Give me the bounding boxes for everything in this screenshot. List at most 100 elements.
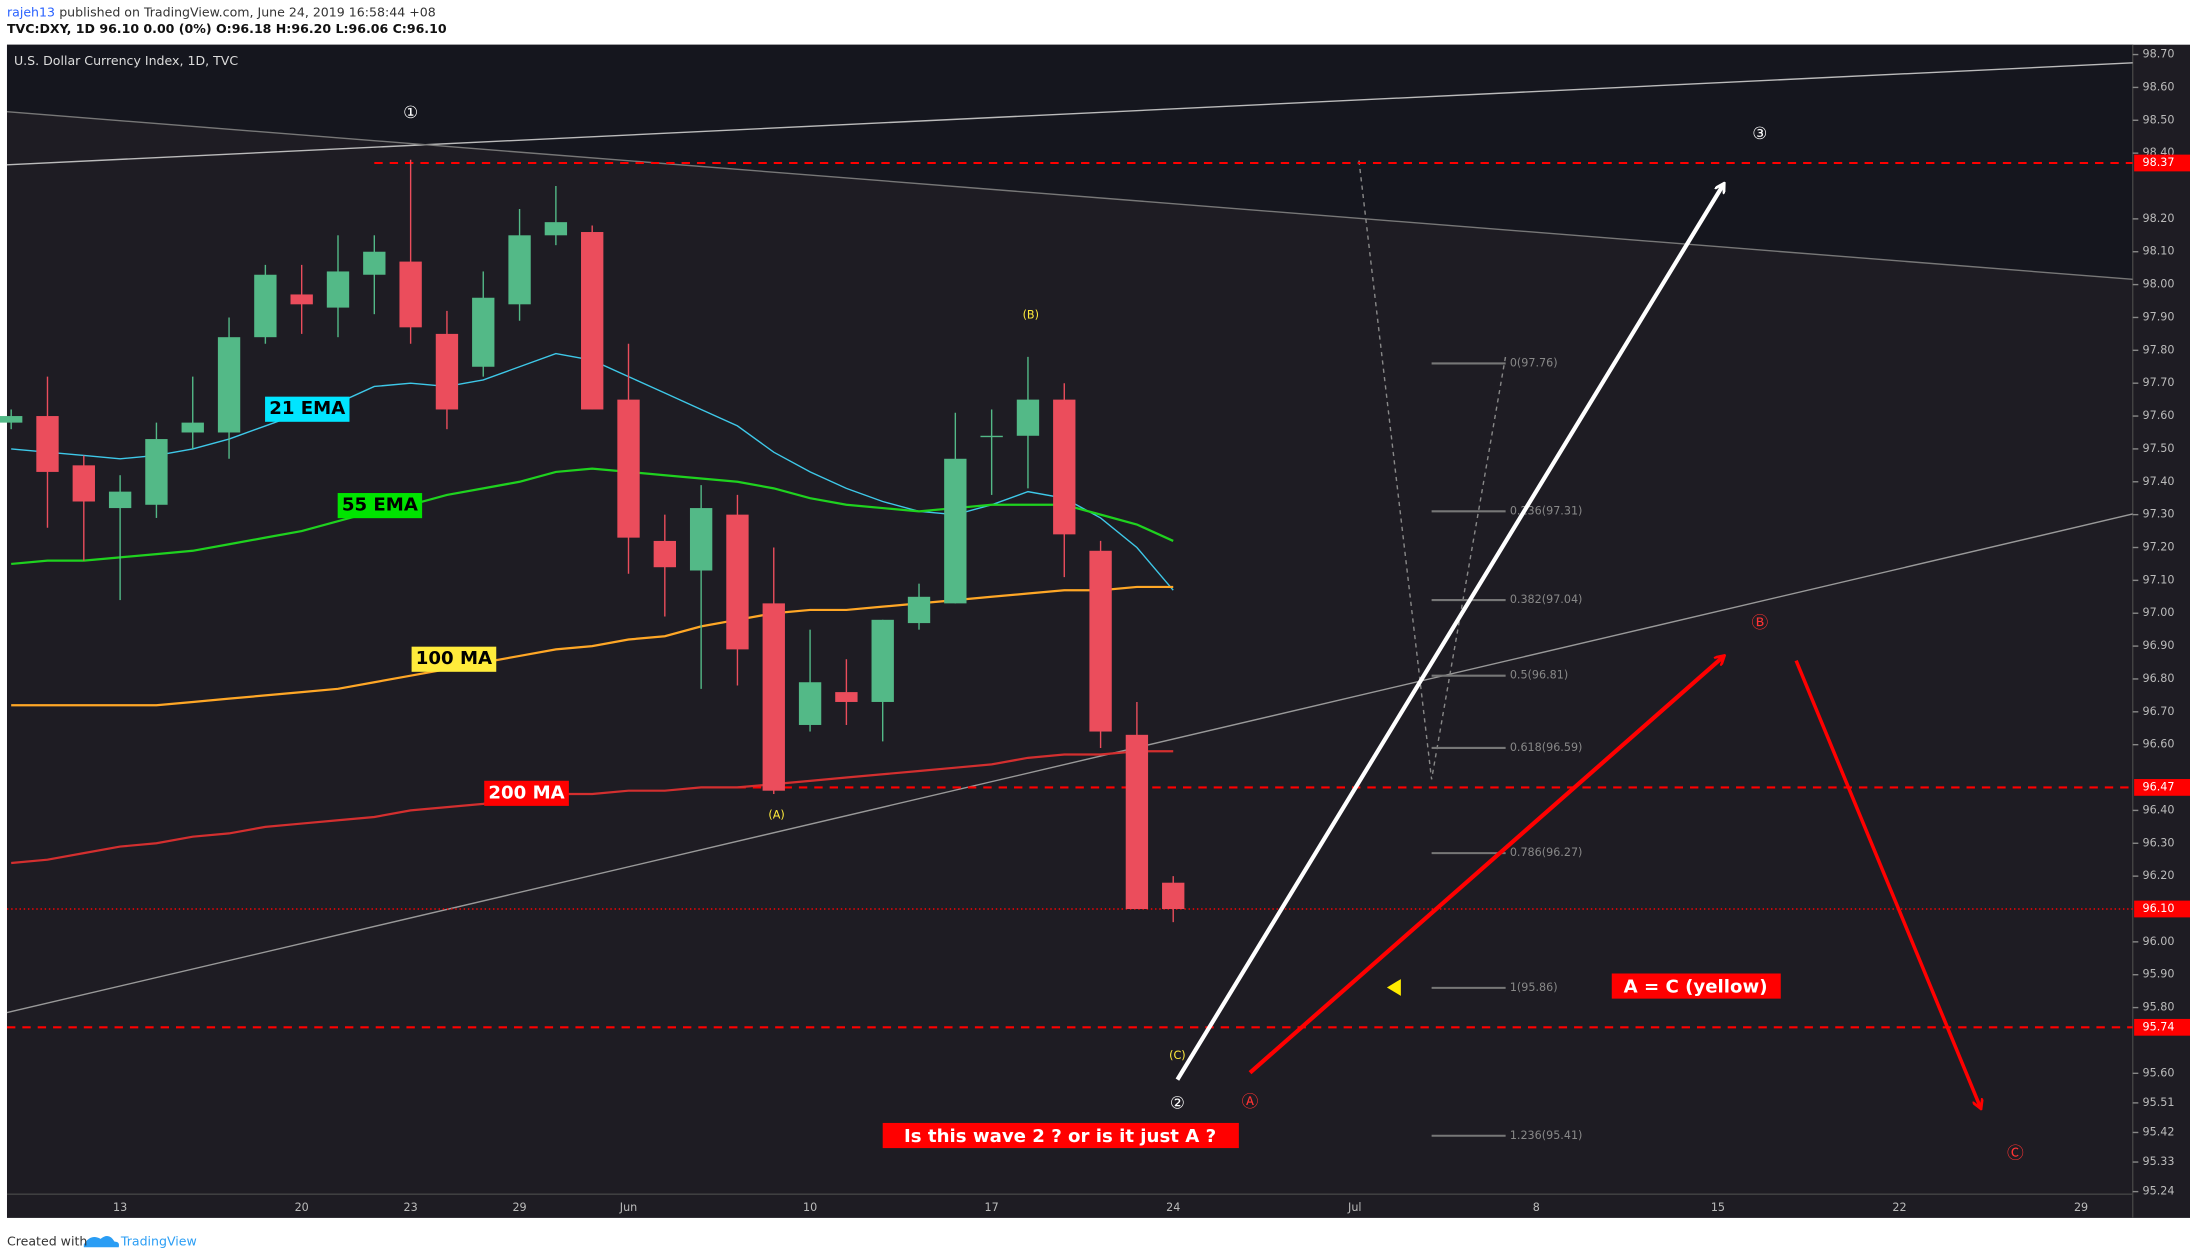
x-tick-label: 23 — [404, 1201, 418, 1214]
footer: Created with TradingView — [7, 1233, 197, 1248]
y-tick-label: 97.00 — [2143, 606, 2175, 619]
candle-body — [254, 274, 277, 338]
candle-body — [726, 514, 749, 650]
series-label-bg — [411, 646, 497, 672]
fib-label: 0.618(96.59) — [1510, 741, 1583, 754]
candle-body — [399, 261, 422, 328]
candle-body — [0, 416, 23, 423]
y-tick-label: 96.40 — [2143, 803, 2175, 816]
fib-label: 0(97.76) — [1510, 356, 1558, 369]
y-tick-label: 98.00 — [2143, 278, 2175, 291]
series-label: 100 MA — [416, 648, 492, 669]
y-tick-label: 95.51 — [2143, 1096, 2175, 1109]
trendline — [6, 62, 2133, 166]
price-label-bg — [2134, 1018, 2190, 1036]
wave-label: ① — [403, 102, 418, 122]
candle-body — [1162, 882, 1185, 909]
candle-body — [980, 435, 1003, 438]
x-tick-label: 29 — [2074, 1201, 2088, 1214]
x-tick-label: 20 — [295, 1201, 309, 1214]
x-tick-label: 17 — [985, 1201, 999, 1214]
candle-body — [1053, 399, 1076, 535]
wave-label: ③ — [1752, 123, 1767, 143]
arrow — [1794, 659, 1980, 1108]
wave-label: Ⓑ — [1751, 612, 1768, 632]
candle-body — [36, 416, 59, 472]
y-tick-label: 97.90 — [2143, 310, 2175, 323]
y-tick-label: 96.80 — [2143, 672, 2175, 685]
trendline — [6, 513, 2133, 1014]
wave-label: (B) — [1023, 309, 1039, 322]
y-tick-label: 96.70 — [2143, 705, 2175, 718]
indicator-line — [11, 585, 1174, 707]
y-tick-label: 97.40 — [2143, 475, 2175, 488]
candle-body — [907, 596, 931, 624]
candle-body — [472, 297, 495, 367]
annotation: Is this wave 2 ? or is it just A ? — [904, 1126, 1216, 1147]
series-label: 55 EMA — [342, 495, 418, 516]
y-tick-label: 97.20 — [2143, 541, 2175, 554]
marks: 0(97.76)0.236(97.31)0.382(97.04)0.5(96.8… — [0, 159, 2133, 1142]
footer-brand: TradingView — [120, 1233, 197, 1248]
series-label-bg — [265, 396, 350, 422]
y-tick-label: 95.33 — [2143, 1155, 2175, 1168]
price-label-bg — [2134, 779, 2190, 796]
wave-label: (C) — [1169, 1049, 1186, 1062]
candle-body — [181, 422, 204, 433]
y-tick-label: 97.50 — [2143, 442, 2175, 455]
candle-body — [1089, 550, 1112, 732]
candle-body — [544, 222, 568, 236]
yellow-arrow — [1386, 979, 1401, 996]
candle-body — [145, 439, 168, 505]
candle-body — [689, 508, 713, 571]
y-tick-label: 95.24 — [2143, 1185, 2175, 1198]
candle-body — [72, 465, 95, 502]
label-bg — [1611, 973, 1781, 999]
x-tick-label: Jun — [619, 1201, 637, 1214]
arrow — [1248, 656, 1723, 1075]
y-tick-label: 96.90 — [2143, 639, 2175, 652]
wave-label: Ⓒ — [2007, 1143, 2024, 1163]
fib-label: 0.382(97.04) — [1510, 593, 1583, 606]
candle-body — [217, 337, 241, 433]
price-label: 96.10 — [2143, 902, 2175, 915]
y-tick-label: 96.00 — [2143, 935, 2175, 948]
price-label: 96.47 — [2143, 780, 2175, 793]
candle-body — [435, 333, 459, 410]
y-tick-label: 98.10 — [2143, 245, 2175, 258]
publisher[interactable]: rajeh13 — [7, 4, 55, 19]
series-label: 21 EMA — [269, 398, 345, 419]
candle-body — [762, 603, 785, 791]
x-tick-label: 29 — [512, 1201, 526, 1214]
fib-label: 0.5(96.81) — [1510, 669, 1568, 682]
series-label: 200 MA — [488, 782, 564, 803]
candle-body — [326, 271, 350, 308]
candle-body — [617, 399, 640, 538]
fib-label: 1.236(95.41) — [1510, 1129, 1583, 1142]
y-tick-label: 98.20 — [2143, 212, 2175, 225]
projection — [1358, 160, 1507, 780]
x-tick-label: 24 — [1166, 1201, 1180, 1214]
series-label-bg — [337, 493, 423, 519]
symbol-line: TVC:DXY, 1D 96.10 0.00 (0%) O:96.18 H:96… — [7, 21, 447, 36]
header-line: rajeh13 published on TradingView.com, Jun… — [7, 4, 436, 19]
trendline — [6, 111, 2133, 281]
candle-body — [108, 491, 132, 509]
candle-body — [363, 251, 386, 275]
price-label-bg — [2134, 900, 2190, 918]
x-tick-label: 13 — [113, 1201, 127, 1214]
candle-body — [798, 682, 822, 725]
indicator-line — [11, 750, 1174, 865]
wave-label: ② — [1170, 1092, 1185, 1112]
candle-body — [1125, 734, 1149, 909]
fib-label: 1(95.86) — [1510, 981, 1558, 994]
y-tick-label: 97.70 — [2143, 376, 2175, 389]
y-tick-label: 97.30 — [2143, 508, 2175, 521]
x-tick-label: 15 — [1711, 1201, 1725, 1214]
candle-body — [653, 540, 676, 568]
x-tick-label: 8 — [1533, 1201, 1540, 1214]
y-tick-label: 97.80 — [2143, 343, 2175, 356]
y-tick-label: 96.20 — [2143, 869, 2175, 882]
